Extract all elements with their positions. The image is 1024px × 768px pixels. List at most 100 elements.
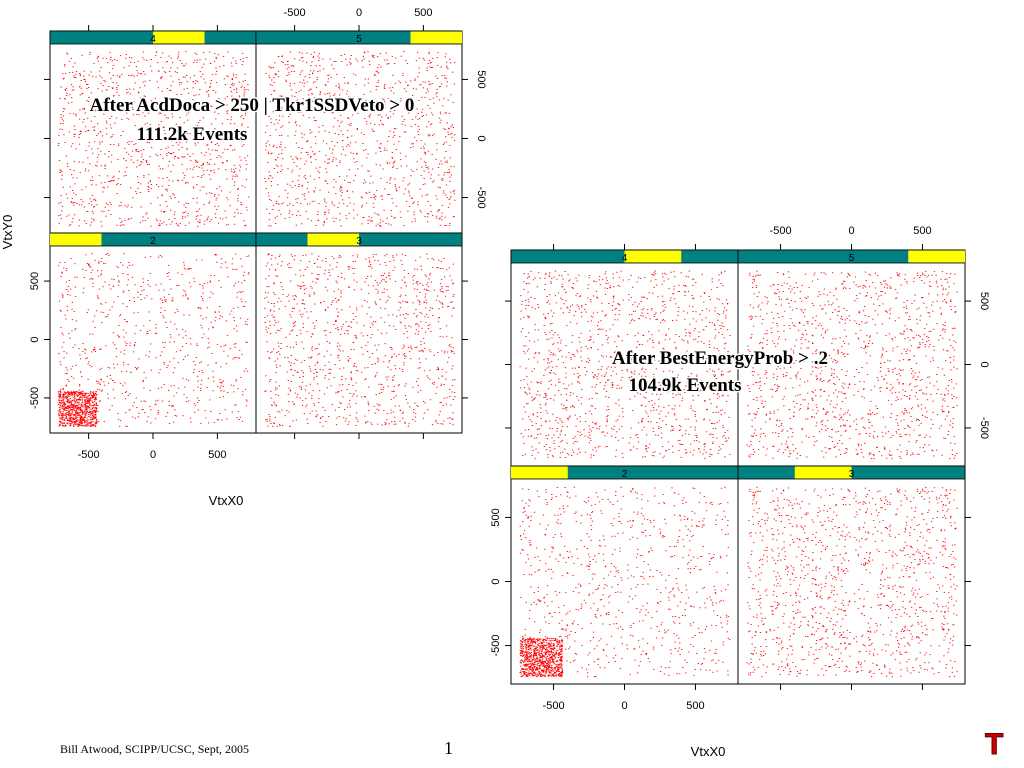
data-point (269, 84, 271, 85)
data-point (164, 133, 166, 134)
data-point (58, 400, 61, 402)
data-point (437, 52, 439, 53)
data-point (198, 94, 200, 96)
data-point (66, 305, 68, 307)
data-point (412, 411, 415, 413)
data-point (294, 255, 296, 257)
data-point (87, 413, 89, 415)
data-point (79, 410, 82, 412)
data-point (119, 382, 122, 384)
data-point (219, 381, 221, 383)
data-point (384, 343, 386, 345)
data-point (394, 405, 396, 407)
data-point (83, 397, 86, 398)
data-point (216, 188, 218, 190)
data-point (369, 219, 371, 221)
data-point (295, 130, 297, 132)
data-point (139, 97, 142, 98)
data-point (174, 218, 176, 219)
data-point (355, 337, 357, 338)
data-point (244, 157, 246, 159)
data-point (78, 412, 80, 414)
data-point (421, 108, 424, 110)
data-point (219, 217, 221, 219)
data-point (130, 187, 132, 189)
data-point (159, 369, 161, 370)
data-point (118, 325, 120, 326)
data-point (269, 310, 271, 312)
data-point (174, 71, 176, 73)
data-point (277, 165, 279, 167)
data-point (264, 391, 266, 392)
data-point (427, 324, 429, 326)
data-point (560, 339, 562, 341)
data-point (62, 406, 64, 408)
data-point (195, 259, 198, 261)
data-point (245, 405, 248, 407)
data-point (219, 413, 221, 414)
data-point (248, 196, 250, 198)
data-point (353, 393, 355, 395)
data-point (116, 224, 118, 226)
data-point (437, 210, 439, 212)
data-point (335, 392, 337, 394)
data-point (313, 327, 316, 329)
data-point (135, 191, 137, 192)
data-point (76, 395, 79, 397)
data-point (158, 225, 160, 226)
data-point (197, 221, 199, 223)
data-point (62, 410, 64, 412)
data-point (79, 73, 81, 74)
data-point (433, 102, 435, 104)
data-point (426, 70, 429, 71)
data-point (200, 76, 202, 78)
data-point (376, 140, 378, 142)
data-point (75, 404, 77, 406)
data-point (234, 346, 236, 348)
data-point (71, 365, 74, 367)
data-point (315, 415, 317, 417)
data-point (185, 111, 188, 113)
data-point (142, 159, 145, 160)
data-point (709, 299, 711, 300)
data-point (445, 194, 447, 196)
data-point (232, 307, 235, 309)
data-point (269, 324, 271, 326)
data-point (235, 74, 238, 76)
data-point (414, 347, 417, 348)
data-point (407, 184, 409, 186)
data-point (71, 89, 74, 91)
data-point (198, 370, 200, 372)
data-point (353, 180, 355, 182)
data-point (445, 77, 448, 79)
data-point (71, 376, 73, 377)
data-point (85, 407, 88, 409)
data-point (181, 179, 184, 181)
data-point (93, 393, 95, 395)
data-point (89, 393, 91, 395)
data-point (668, 328, 670, 330)
data-point (330, 77, 332, 78)
data-point (103, 80, 105, 81)
panel-border (49, 232, 257, 434)
data-point (392, 162, 394, 164)
data-point (69, 393, 72, 395)
data-point (293, 71, 295, 72)
data-point (389, 182, 391, 184)
data-point (64, 393, 66, 395)
data-point (414, 268, 416, 270)
data-point (78, 392, 81, 393)
data-point (404, 301, 407, 303)
data-point (274, 416, 276, 418)
x-tick-label-bottom: 0 (150, 449, 156, 461)
data-point (61, 129, 63, 130)
data-point (273, 423, 275, 424)
data-point (354, 175, 356, 177)
data-point (140, 183, 142, 185)
data-point (66, 419, 68, 421)
data-point (93, 394, 96, 395)
data-point (305, 398, 307, 399)
data-point (376, 190, 378, 191)
data-point (223, 350, 225, 352)
data-point (407, 337, 409, 339)
